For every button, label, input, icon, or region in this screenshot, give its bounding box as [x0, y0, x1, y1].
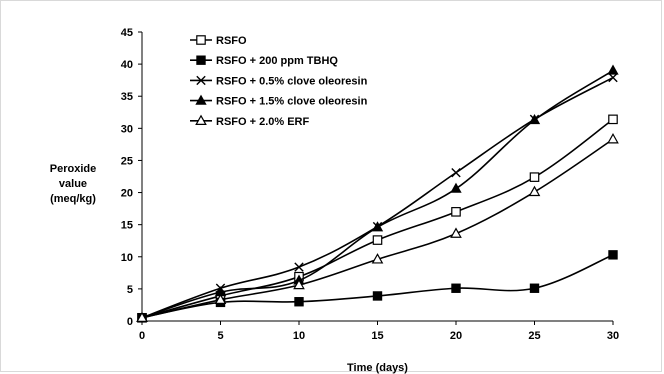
y-axis-label: Peroxide: [50, 163, 96, 175]
legend-marker: [196, 75, 206, 86]
legend-label: RSFO + 200 ppm TBHQ: [216, 55, 338, 67]
axes: 0 5 10 15 20 25 30 35 40 45 0 5 10 15 20 25 30 Time (days…: [50, 27, 619, 374]
legend-marker: [195, 94, 207, 105]
data-point: [372, 235, 383, 245]
data-point: [450, 227, 462, 238]
x-tick-label: 25: [528, 330, 540, 342]
legend-marker: [196, 35, 206, 45]
legend-label: RSFO + 0.5% clove oleoresin: [216, 75, 368, 87]
series-line: [141, 118, 614, 319]
series-line: [141, 69, 614, 319]
data-point: [608, 114, 618, 125]
data-point: [294, 262, 304, 272]
legend-item-5: RSFO + 2.0% ERF: [190, 114, 310, 128]
data-point: [293, 278, 305, 290]
x-tick-label: 30: [607, 330, 619, 342]
data-point: [294, 297, 304, 307]
legend-label: RSFO: [216, 35, 247, 47]
series-line: [141, 254, 614, 319]
data-point: [608, 72, 618, 83]
legend-label: RSFO + 1.5% clove oleoresin: [216, 96, 368, 108]
x-tick-label: 0: [139, 330, 145, 342]
x-axis-label: Time (days): [347, 362, 408, 374]
data-point: [608, 250, 618, 260]
y-tick-label: 5: [127, 284, 133, 296]
x-tick-label: 20: [450, 330, 462, 342]
legend-item-3: RSFO + 0.5% clove oleoresin: [190, 75, 368, 87]
x-tick-label: 10: [293, 330, 305, 342]
legend-marker: [195, 114, 207, 125]
data-point: [451, 167, 461, 178]
y-tick-label: 0: [127, 316, 133, 328]
data-point: [371, 221, 384, 232]
x-tick-label: 15: [371, 330, 383, 342]
data-point: [136, 311, 148, 322]
series-4: [136, 64, 619, 322]
data-point: [528, 185, 541, 197]
series-lines: [136, 64, 619, 323]
data-point: [372, 291, 383, 301]
data-point: [451, 283, 461, 293]
y-tick-label: 40: [121, 59, 133, 71]
y-tick-label: 35: [121, 91, 133, 103]
data-point: [371, 253, 384, 264]
series-1: [137, 114, 618, 323]
y-tick-label: 25: [121, 155, 133, 167]
data-point: [451, 207, 461, 217]
data-point: [529, 172, 540, 182]
y-axis-label: value: [59, 178, 87, 190]
y-tick-label: 15: [121, 220, 133, 232]
y-tick-label: 30: [121, 123, 133, 135]
legend: RSFO RSFO + 200 ppm TBHQ RSFO + 0.5% clove…: [190, 35, 368, 128]
data-point: [607, 133, 619, 144]
data-point: [529, 283, 540, 293]
legend-marker: [196, 55, 206, 65]
data-point: [528, 113, 541, 125]
legend-label: RSFO + 2.0% ERF: [216, 116, 310, 128]
data-point: [607, 64, 619, 75]
data-point: [214, 293, 227, 305]
series-5: [136, 133, 619, 322]
y-tick-label: 20: [121, 188, 133, 200]
legend-item-1: RSFO: [190, 35, 247, 47]
y-tick-label: 10: [121, 252, 133, 264]
data-point: [450, 182, 462, 193]
x-tick-label: 5: [217, 330, 223, 342]
y-tick-label: 45: [121, 27, 133, 39]
legend-item-4: RSFO + 1.5% clove oleoresin: [190, 94, 368, 108]
legend-item-2: RSFO + 200 ppm TBHQ: [190, 55, 338, 67]
y-axis-label: (meq/kg): [50, 193, 96, 205]
